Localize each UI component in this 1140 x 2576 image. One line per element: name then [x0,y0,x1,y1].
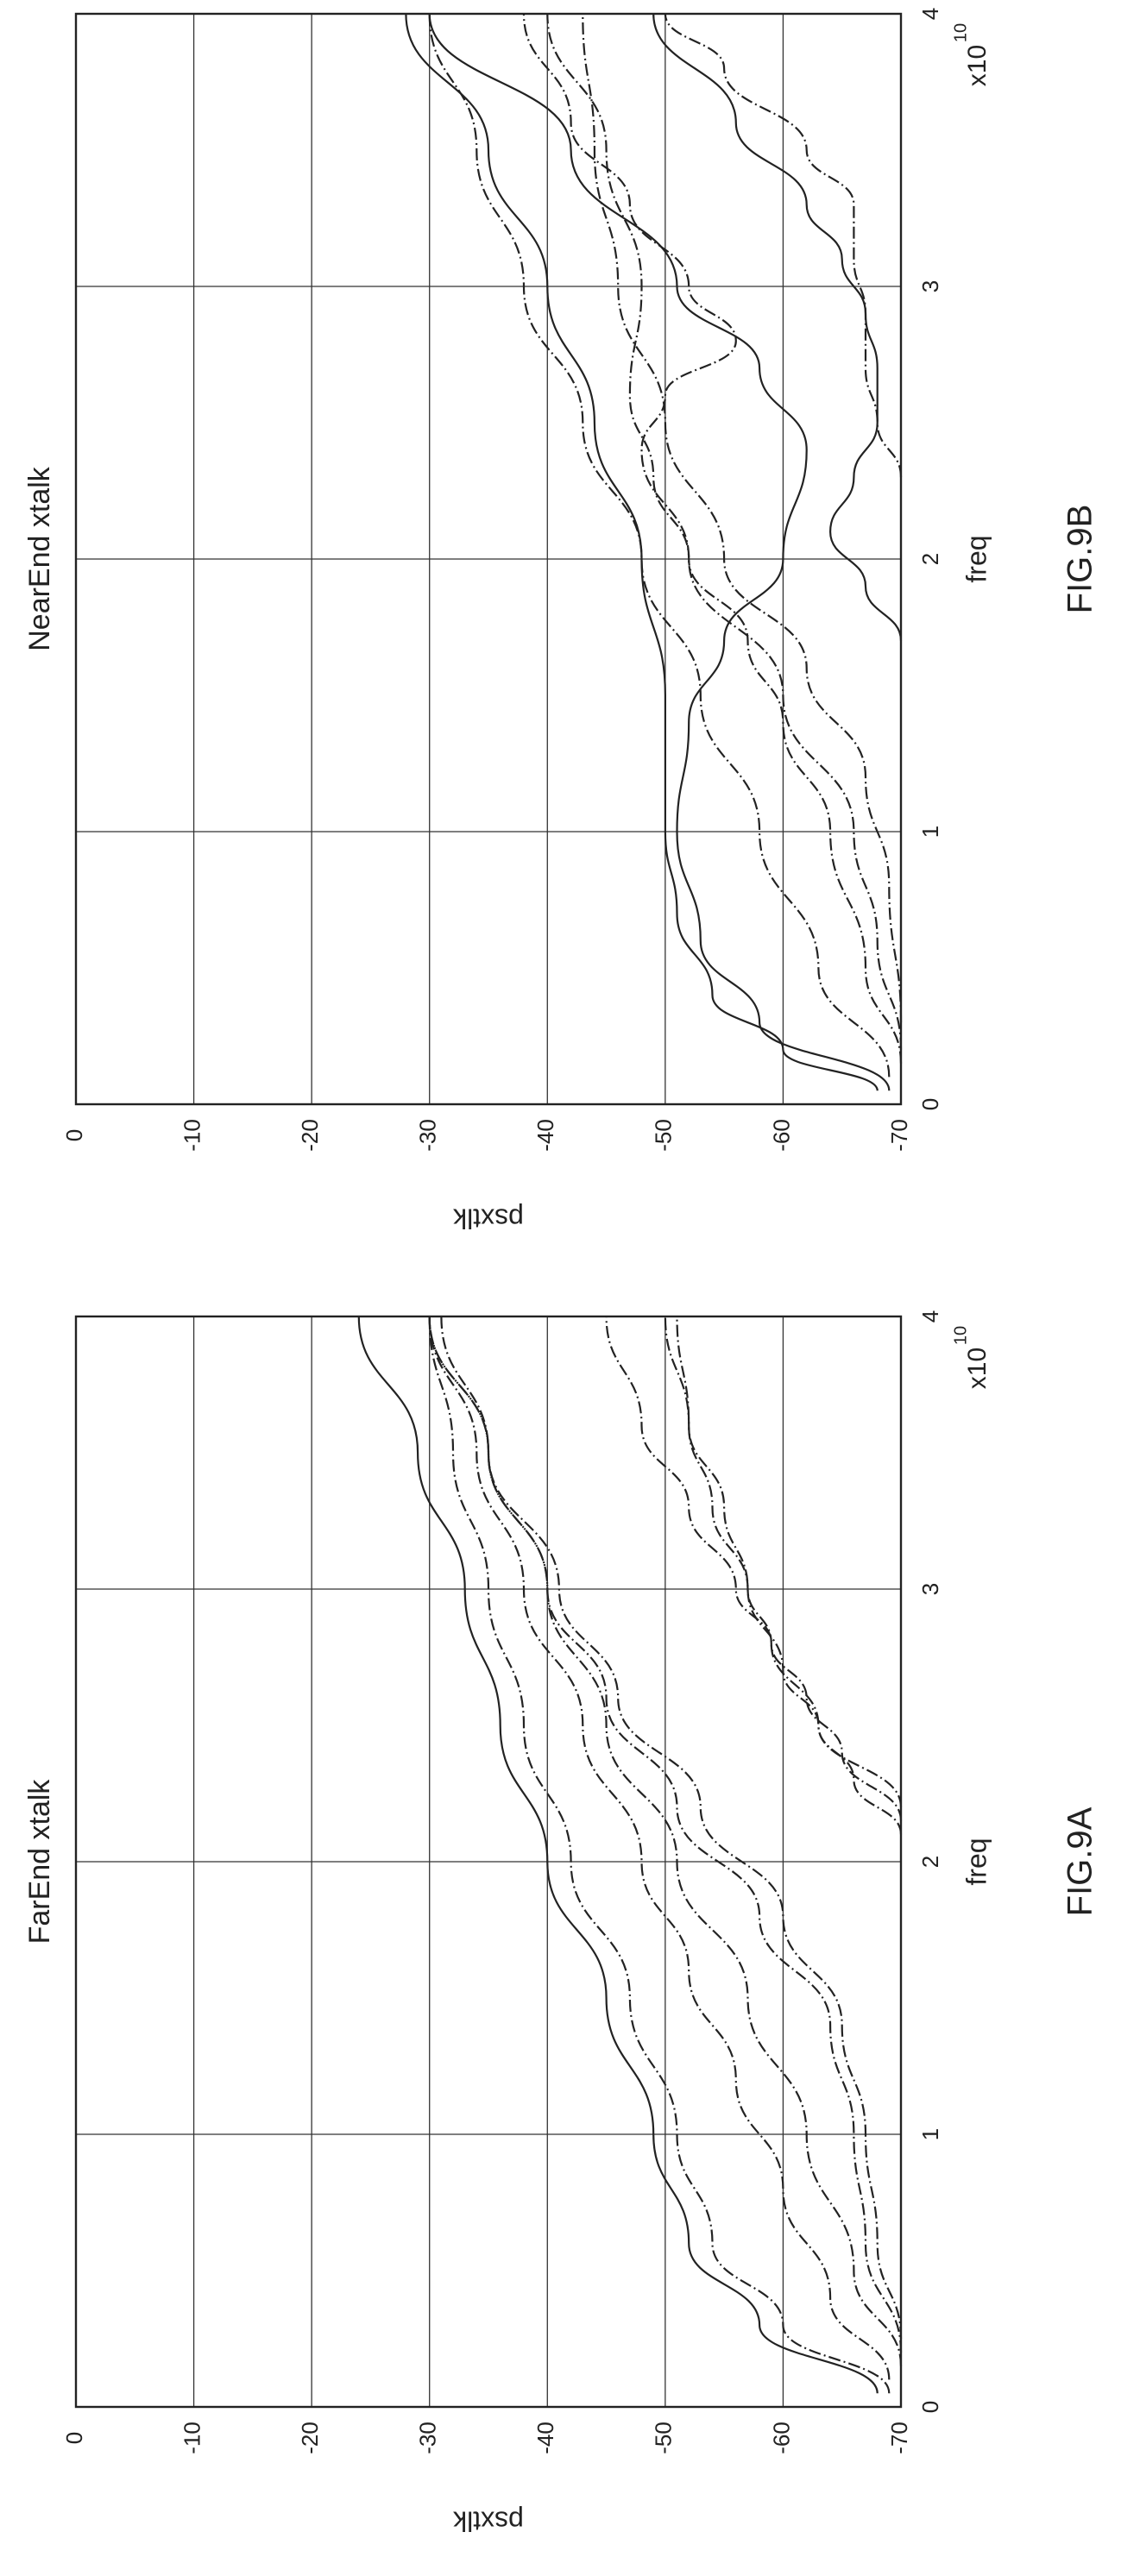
y-tick-label: -40 [532,2422,558,2454]
x-multiplier-exponent: 10 [951,1326,970,1345]
chart-fig9b: 0 1 2 3 4 0 -10 -20 -30 -40 -50 -60 -70 NearEnd xtalk… [23,8,1099,1235]
x-tick-labels: 0 1 2 3 4 [917,1310,943,2413]
series-line-4 [546,13,903,1064]
y-tick-label: -60 [768,2422,794,2454]
x-axis-label: freq [960,1838,992,1885]
x-tick-label: 3 [917,280,943,292]
y-axis-label: psxtlk [452,2506,524,2537]
x-multiplier: x10 [963,45,992,86]
series-line-9 [605,1316,903,1807]
series-line-6 [440,1316,903,2340]
y-tick-label: -30 [415,1119,441,1152]
y-tick-label: -20 [297,1119,323,1152]
x-axis-label: freq [960,535,992,582]
series-line-8 [676,1316,903,1821]
y-tick-label: -10 [179,2422,205,2454]
x-tick-label: 0 [917,2401,943,2413]
x-tick-label: 4 [917,8,943,20]
y-tick-label: -70 [886,2422,912,2454]
figure-label: FIG.9B [1061,505,1099,614]
x-tick-label: 2 [917,1856,943,1868]
y-tick-label: -70 [886,1119,912,1152]
y-tick-label: 0 [61,1129,87,1141]
y-tick-labels: 0 -10 -20 -30 -40 -50 -60 -70 [61,2422,912,2454]
series-group [405,13,903,1091]
chart-fig9a: 0 1 2 3 4 0 -10 -20 -30 -40 -50 -60 -70 FarEnd xtalk f… [23,1310,1099,2537]
x-tick-label: 1 [917,2128,943,2140]
series-line-7 [652,13,903,641]
series-line-1 [405,13,879,1091]
x-multiplier: x10 [963,1348,992,1389]
chart-title: NearEnd xtalk [23,466,56,651]
x-tick-label: 0 [917,1098,943,1110]
x-multiplier-exponent: 10 [951,23,970,42]
series-line-4 [428,1316,903,2366]
x-tick-label: 3 [917,1583,943,1595]
plot-frame [74,12,903,1106]
series-line-5 [522,13,903,1050]
plot-frame [74,1315,903,2409]
series-group [357,1316,903,2394]
figure-label: FIG.9A [1061,1806,1099,1916]
series-line-1 [357,1316,879,2394]
series-line-3 [428,13,891,1078]
y-tick-label: -60 [768,1119,794,1152]
x-tick-labels: 0 1 2 3 4 [917,8,943,1110]
series-line-5 [428,1316,903,2353]
y-tick-label: -50 [651,1119,677,1152]
y-tick-labels: 0 -10 -20 -30 -40 -50 -60 -70 [61,1119,912,1152]
x-tick-label: 2 [917,553,943,565]
y-tick-label: -50 [651,2422,677,2454]
y-tick-label: -10 [179,1119,205,1152]
chart-title: FarEnd xtalk [23,1779,56,1945]
y-tick-label: -20 [297,2422,323,2454]
series-line-2 [428,13,891,1091]
y-tick-label: -40 [532,1119,558,1152]
series-line-8 [664,13,903,478]
y-tick-label: -30 [415,2422,441,2454]
y-axis-label: psxtlk [452,1203,524,1235]
series-line-6 [582,13,903,1023]
x-tick-label: 1 [917,826,943,838]
series-line-3 [428,1316,891,2380]
y-tick-label: 0 [61,2432,87,2444]
series-line-2 [428,1316,891,2394]
x-tick-label: 4 [917,1310,943,1323]
